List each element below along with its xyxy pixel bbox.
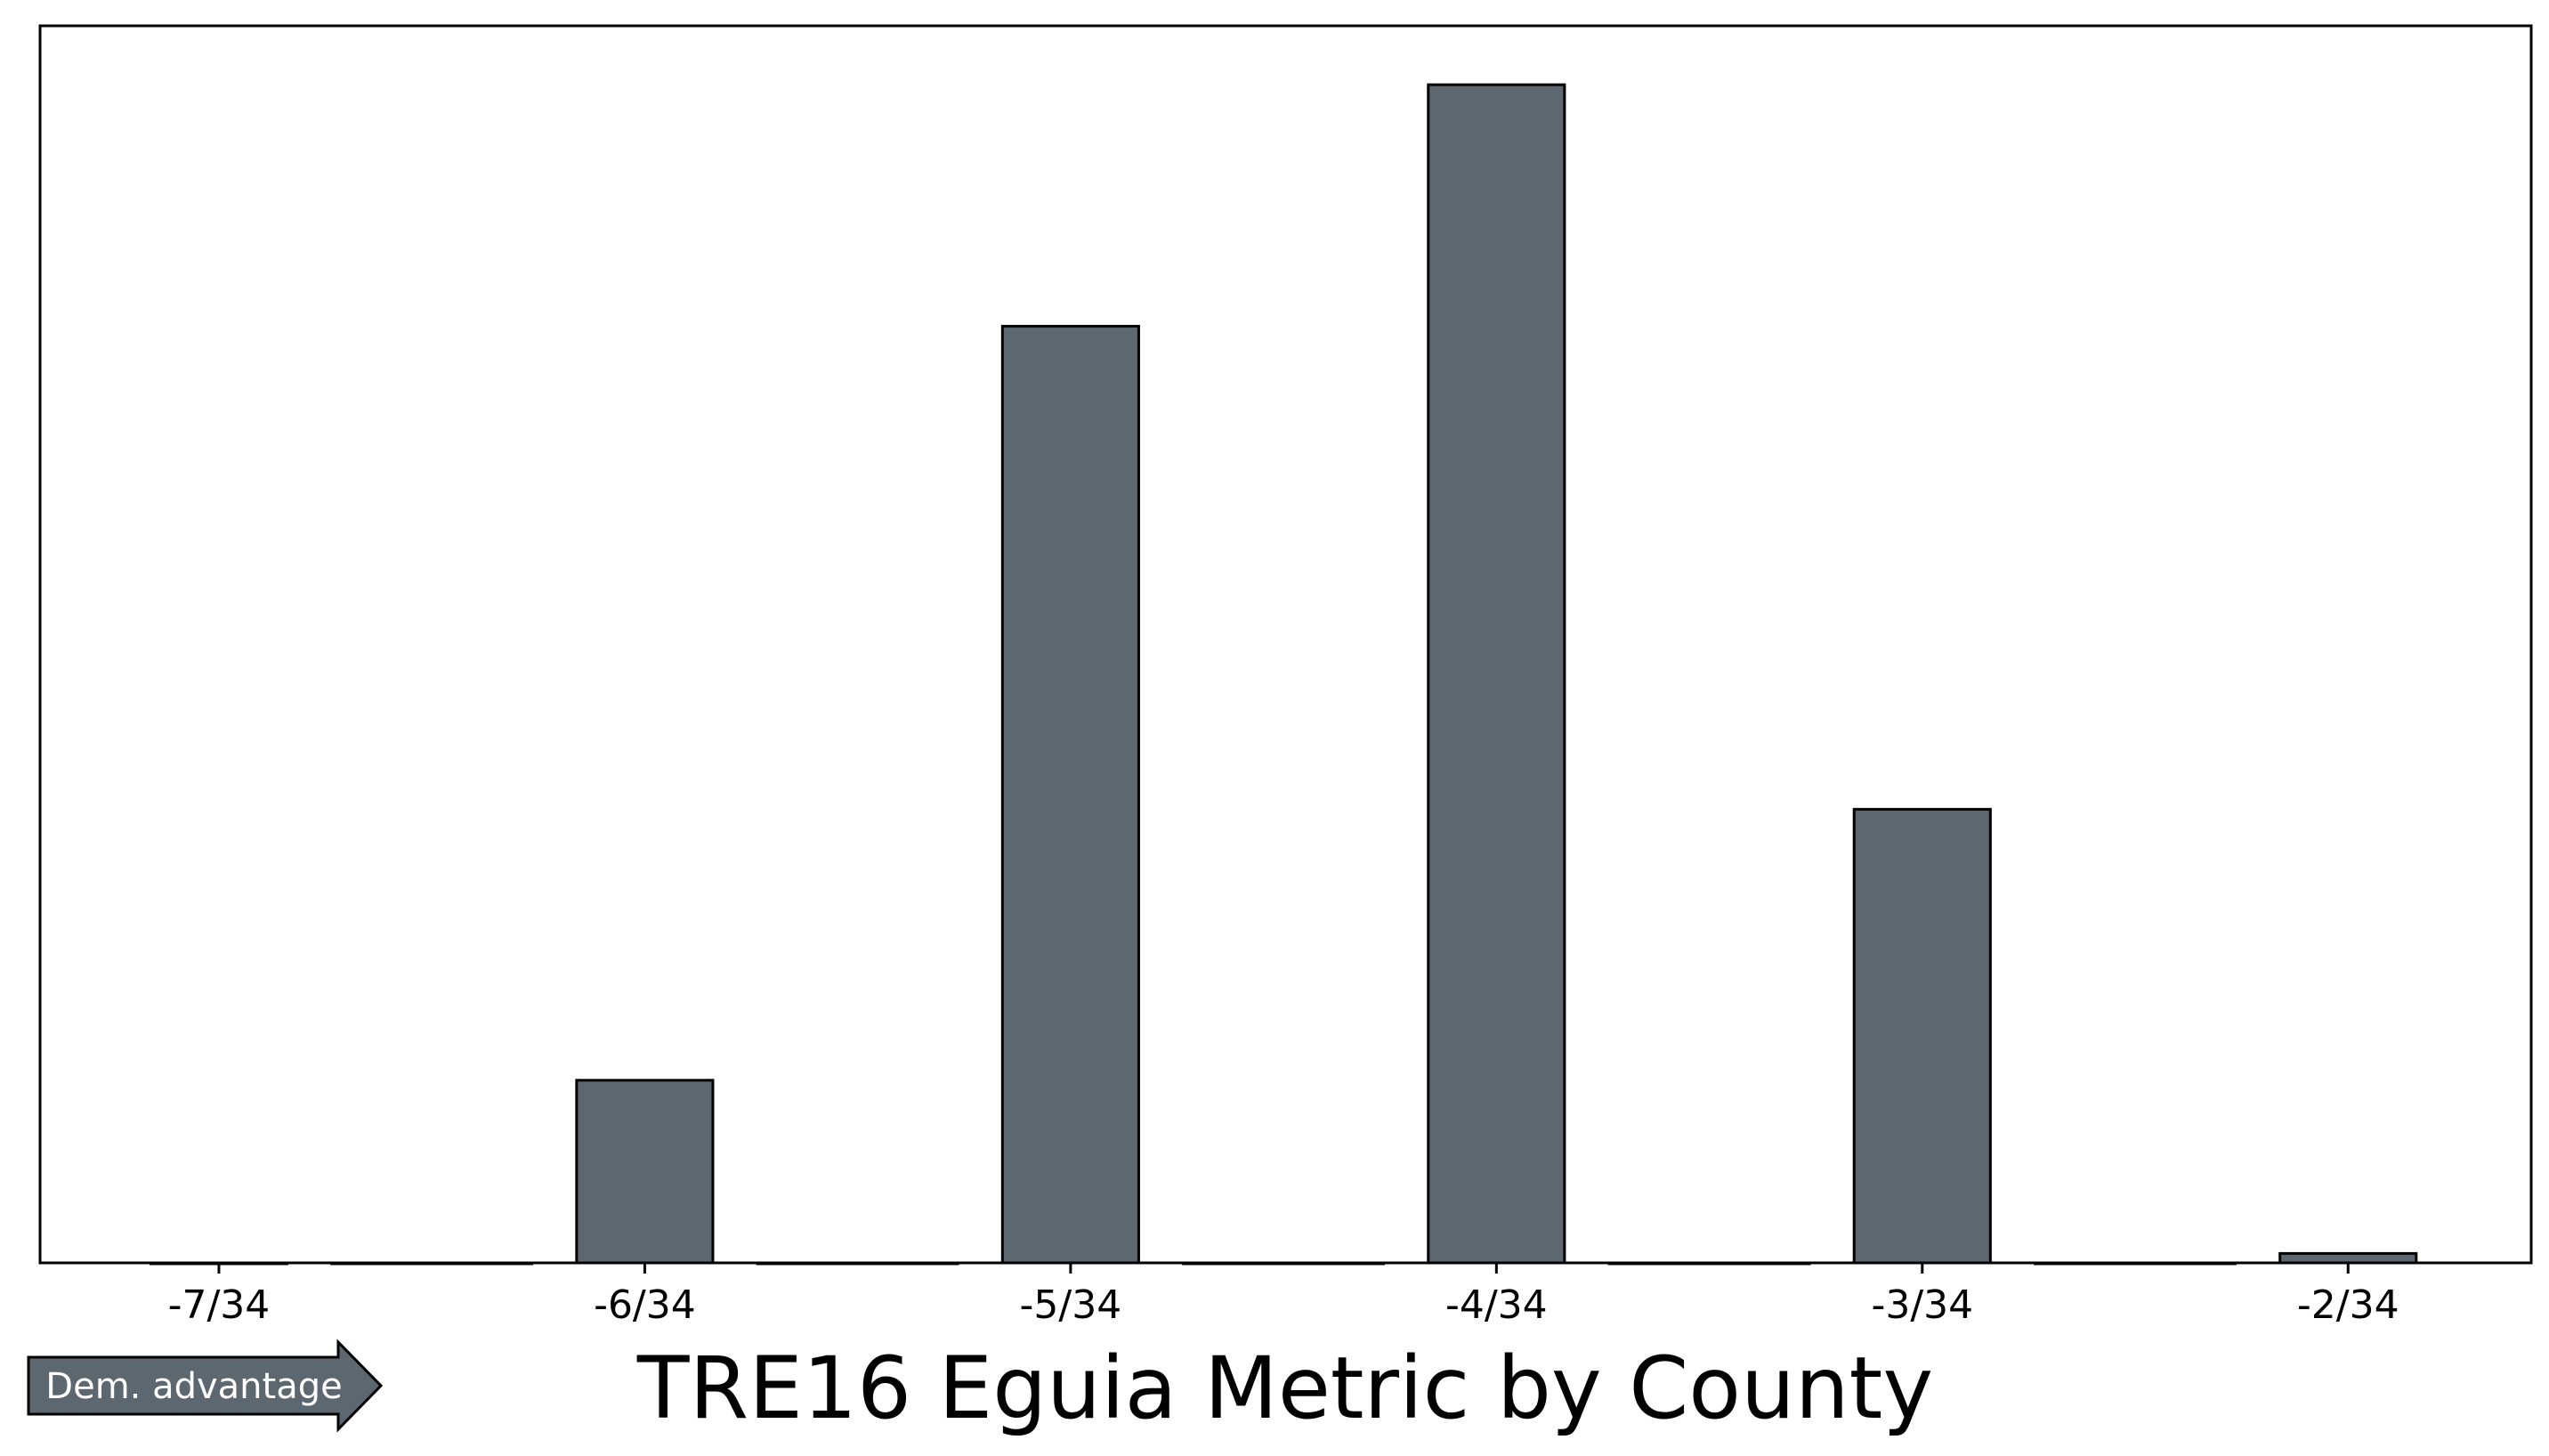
x-tick-label: -7/34 bbox=[168, 1282, 271, 1328]
bar bbox=[1852, 807, 1992, 1265]
plot-background bbox=[40, 26, 2531, 1263]
dem-advantage-arrow: Dem. advantage bbox=[27, 1339, 384, 1433]
x-tick-label: -5/34 bbox=[1020, 1282, 1122, 1328]
bars bbox=[149, 83, 2418, 1266]
bar bbox=[2278, 1251, 2418, 1265]
x-tick-label: -6/34 bbox=[594, 1282, 696, 1328]
arrow-right-icon bbox=[27, 1339, 384, 1433]
chart-title: TRE16 Eguia Metric by County bbox=[636, 1339, 1933, 1438]
bar bbox=[1000, 325, 1140, 1265]
bar bbox=[1427, 83, 1566, 1265]
x-axis: -7/34 -6/34 -5/34 -4/34 -3/34 -2/34 bbox=[168, 1263, 2399, 1328]
dem-advantage-label: Dem. advantage bbox=[45, 1366, 342, 1407]
x-tick-label: -3/34 bbox=[1871, 1282, 1973, 1328]
bar bbox=[575, 1079, 715, 1265]
x-tick-label: -2/34 bbox=[2297, 1282, 2399, 1328]
x-tick-label: -4/34 bbox=[1445, 1282, 1548, 1328]
plot-frame bbox=[38, 24, 2533, 1265]
